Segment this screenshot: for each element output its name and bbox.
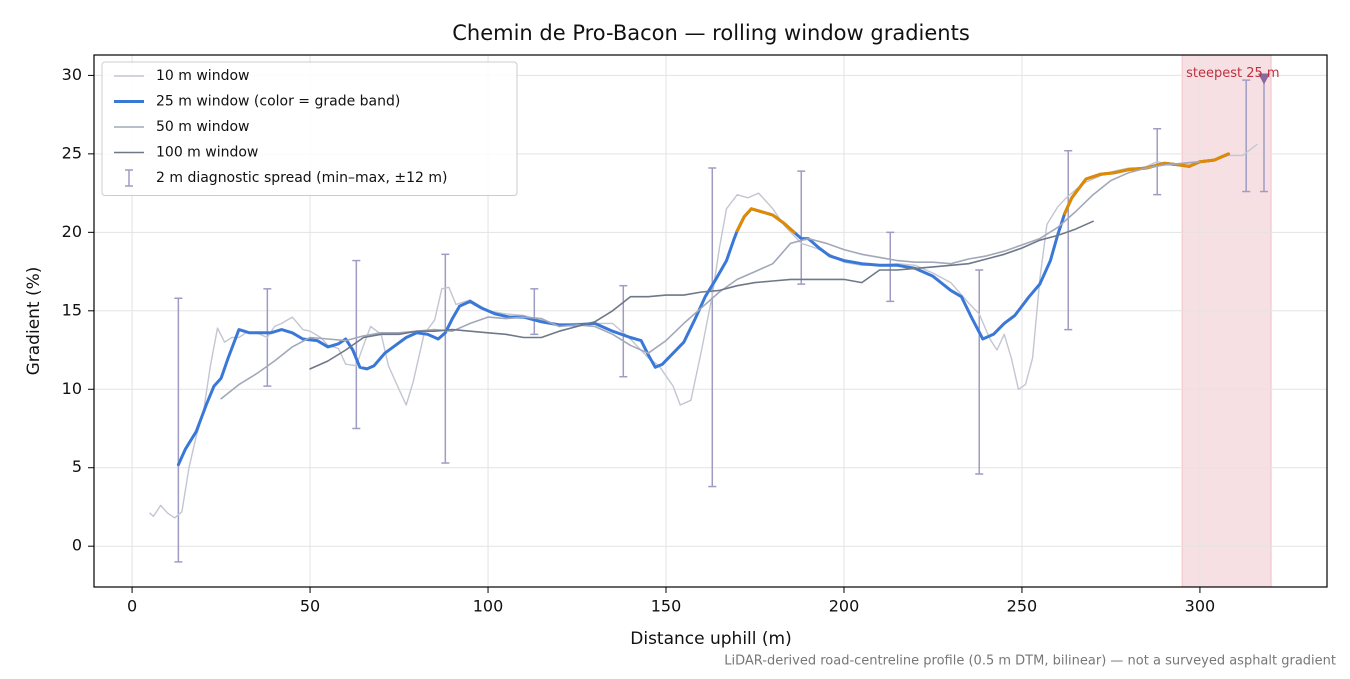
legend-label: 50 m window xyxy=(156,119,249,135)
legend-label: 2 m diagnostic spread (min–max, ±12 m) xyxy=(156,170,447,186)
footnote: LiDAR-derived road-centreline profile (0… xyxy=(724,654,1336,669)
x-axis-label: Distance uphill (m) xyxy=(630,629,791,649)
chart-title: Chemin de Pro-Bacon — rolling window gra… xyxy=(452,21,970,45)
series-line xyxy=(309,220,1094,370)
legend-label: 25 m window (color = grade band) xyxy=(156,94,400,110)
y-axis-label: Gradient (%) xyxy=(24,267,44,376)
legend-label: 10 m window xyxy=(156,68,249,84)
plot-frame xyxy=(93,54,1328,588)
plot-area xyxy=(94,55,1327,587)
legend-box xyxy=(101,61,518,196)
annotation-marker xyxy=(1257,73,1270,85)
y-tick-label: 15 xyxy=(62,300,82,319)
x-tick-label: 300 xyxy=(1185,597,1216,616)
x-tick-label: 250 xyxy=(1007,597,1038,616)
y-tick-label: 30 xyxy=(62,65,82,84)
x-tick-label: 50 xyxy=(300,597,320,616)
y-tick-label: 10 xyxy=(62,379,82,398)
x-tick-label: 200 xyxy=(829,597,860,616)
series-line xyxy=(149,143,1258,519)
band-segment xyxy=(735,207,796,234)
legend: 10 m window 25 m window (color = grade ba… xyxy=(101,61,518,196)
y-tick-label: 0 xyxy=(72,536,82,555)
shaded-span xyxy=(1181,55,1272,587)
y-tick-label: 20 xyxy=(62,222,82,241)
legend-label: 100 m window xyxy=(156,145,258,161)
x-tick-label: 150 xyxy=(651,597,682,616)
annotation-label: steepest 25 m xyxy=(1186,66,1279,81)
y-tick-label: 5 xyxy=(72,457,82,476)
x-tick-label: 100 xyxy=(473,597,504,616)
y-tick-label: 25 xyxy=(62,143,82,162)
series-line xyxy=(220,160,1201,400)
x-tick-label: 0 xyxy=(127,597,137,616)
series-line xyxy=(176,152,1230,467)
